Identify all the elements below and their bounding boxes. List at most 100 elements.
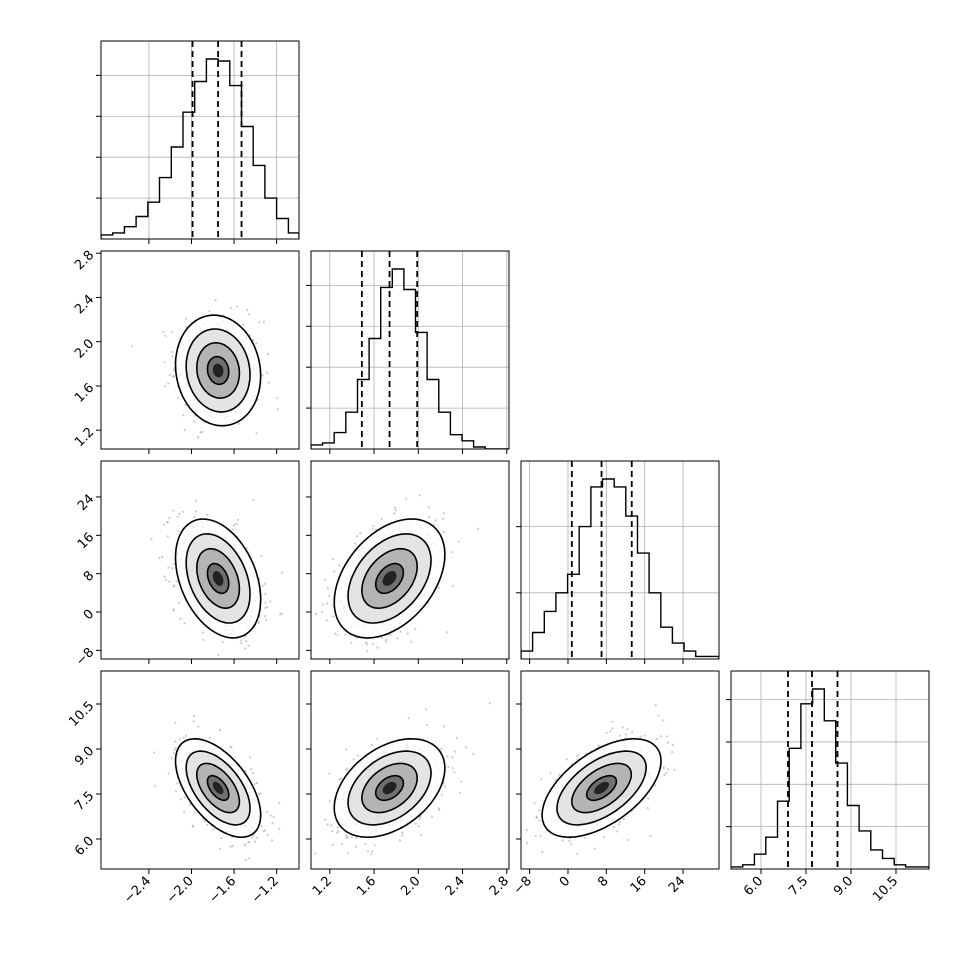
scatter-point	[624, 733, 627, 736]
contour-line	[174, 737, 262, 839]
scatter-point	[359, 532, 362, 535]
scatter-point	[178, 512, 181, 516]
scatter-point	[440, 793, 443, 796]
scatter-point	[167, 566, 170, 569]
scatter-point	[656, 737, 659, 741]
density-peak	[382, 571, 397, 586]
scatter-point	[192, 720, 195, 723]
scatter-point	[191, 824, 194, 827]
scatter-point	[399, 839, 402, 842]
scatter-point	[568, 839, 571, 843]
scatter-point	[179, 617, 182, 620]
panel-frame	[100, 670, 300, 870]
histogram-step	[101, 58, 299, 239]
scatter-point	[447, 765, 450, 768]
scatter-point	[172, 609, 175, 612]
scatter-point	[331, 843, 334, 847]
scatter-point	[256, 836, 259, 840]
scatter-point	[172, 585, 175, 588]
scatter-point	[245, 640, 248, 643]
scatter-point	[300, 673, 302, 675]
scatter-point	[247, 644, 250, 647]
contour-line	[347, 750, 432, 826]
density-peak	[212, 781, 224, 795]
scatter-point	[279, 613, 282, 616]
scatter-point	[609, 730, 612, 733]
scatter-point	[333, 570, 336, 573]
scatter-point	[477, 527, 480, 530]
scatter-point	[212, 828, 215, 831]
scatter-point	[646, 807, 649, 810]
y-tick-label: 1.2	[72, 425, 97, 450]
scatter-point	[177, 529, 180, 532]
y-tick-label: 0	[81, 607, 97, 623]
scatter-point	[611, 727, 614, 730]
scatter-point	[666, 741, 670, 744]
scatter-point	[258, 321, 261, 324]
scatter-point	[174, 790, 177, 793]
scatter-point	[371, 850, 374, 853]
scatter-point	[184, 317, 188, 320]
scatter-point	[583, 836, 586, 839]
scatter-point	[336, 831, 339, 834]
y-tick-label: 1.6	[72, 381, 97, 406]
scatter-point	[168, 516, 171, 520]
scatter-point	[237, 660, 239, 662]
scatter-point	[541, 851, 544, 854]
scatter-point	[617, 823, 620, 826]
x-tick-label: 10.5	[870, 874, 901, 905]
scatter-point	[257, 622, 260, 625]
scatter-point	[431, 815, 434, 818]
scatter-point	[437, 807, 440, 810]
scatter-point	[340, 665, 342, 667]
scatter-point	[525, 829, 528, 832]
scatter-point	[325, 619, 328, 622]
scatter-point	[488, 702, 491, 705]
scatter-point	[371, 642, 374, 645]
contour-line	[570, 762, 633, 814]
scatter-point	[246, 309, 249, 312]
scatter-point	[654, 704, 657, 707]
scatter-point	[321, 603, 324, 606]
scatter-point	[626, 838, 629, 842]
scatter-point	[457, 540, 460, 543]
x-tick-label: 8	[595, 874, 611, 890]
panel-3-3: 6.0 7.5 9.0 10.5	[726, 670, 930, 905]
x-tick-label: 7.5	[786, 874, 811, 899]
scatter-point	[442, 517, 445, 520]
y-tick-label: 2.8	[72, 248, 97, 273]
scatter-point	[445, 631, 448, 634]
scatter-point	[371, 528, 374, 531]
scatter-point	[334, 632, 337, 635]
scatter-point	[199, 431, 202, 434]
y-tick-label: 6.0	[72, 834, 97, 859]
scatter-point	[611, 720, 614, 724]
scatter-point	[197, 436, 200, 439]
scatter-point	[183, 796, 186, 799]
scatter-point	[399, 630, 402, 633]
scatter-point	[166, 521, 169, 524]
panel-2-0: −8 0 8 16 24	[73, 460, 300, 682]
scatter-point	[170, 330, 173, 333]
scatter-point	[164, 578, 167, 582]
x-tick-label: −2.0	[164, 874, 197, 907]
scatter-point	[365, 641, 368, 644]
scatter-point	[458, 791, 461, 795]
scatter-point	[321, 611, 324, 614]
scatter-point	[366, 850, 370, 853]
scatter-point	[414, 822, 417, 825]
contour-line	[185, 328, 251, 413]
scatter-point	[206, 680, 208, 682]
scatter-point	[195, 510, 198, 513]
scatter-point	[264, 618, 268, 621]
scatter-point	[193, 420, 196, 423]
scatter-point	[366, 643, 369, 646]
scatter-point	[166, 535, 169, 538]
scatter-point	[345, 836, 348, 839]
panel-frame	[310, 670, 510, 870]
scatter-point	[249, 334, 252, 337]
scatter-point	[220, 837, 223, 840]
panel-frame	[100, 40, 300, 240]
scatter-point	[261, 374, 264, 377]
scatter-point	[647, 797, 650, 800]
